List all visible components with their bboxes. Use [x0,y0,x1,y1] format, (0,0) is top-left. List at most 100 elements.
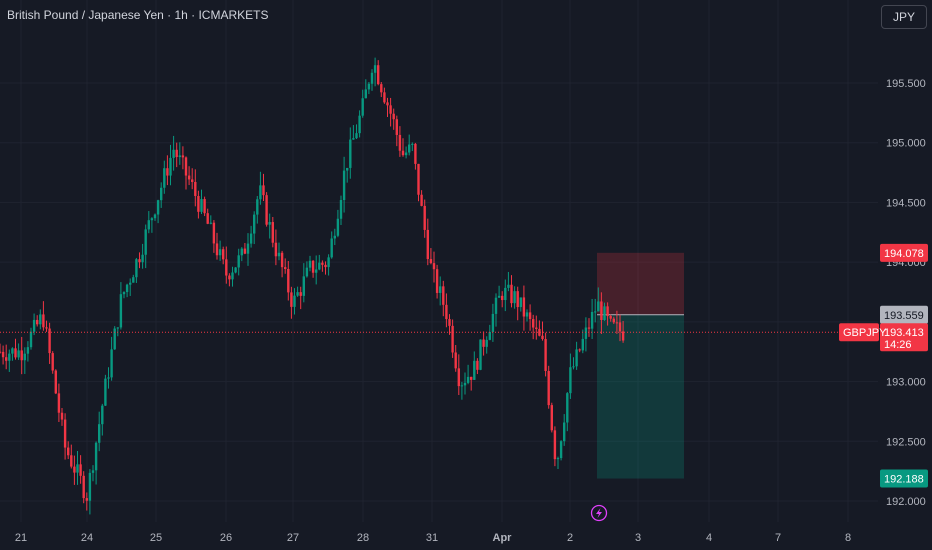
candle-body [265,195,268,225]
candle-body [367,83,371,90]
candle-body [184,157,188,176]
candle-body [48,328,51,354]
candle-body [370,72,374,84]
candle-body [519,297,522,308]
candle-body [532,319,535,328]
candle-body [147,220,150,230]
price-axis[interactable]: 192.000192.500193.000193.500194.000194.5… [878,0,932,550]
candle-body [125,284,129,293]
candle-body [553,430,557,460]
candle-body [411,143,414,145]
candle-body [82,475,85,499]
candle-body [401,150,405,156]
candle-body [268,222,271,225]
candle-body [14,348,17,358]
candle-body [79,464,82,476]
candle-body [423,205,426,230]
candle-body [507,284,510,288]
candle-body [277,252,281,257]
candle-body [315,269,318,273]
price-tag-stop [880,243,928,262]
current-price-value: 193.413 [884,327,924,339]
candle-body [473,360,476,380]
candle-body [380,84,383,93]
stop-loss-zone[interactable] [597,252,684,315]
candle-body [284,267,287,269]
candle-body [150,218,154,221]
candle-body [426,229,429,260]
lightning-icon[interactable] [590,504,608,522]
candle-body [305,267,309,277]
candle-body [11,348,14,354]
candle-body [181,155,185,158]
candle-body [386,102,389,106]
candle-body [98,424,101,443]
candle-body [618,322,622,332]
candle-body [212,222,216,244]
candle-body [262,185,265,196]
candle-body [132,277,135,283]
candle-body [383,92,386,103]
candle-body [32,319,36,332]
candle-body [600,301,603,321]
candle-body [26,347,30,354]
candle-body [454,352,457,369]
x-tick-label: 21 [15,532,27,544]
candle-body [299,292,302,296]
candle-body [609,316,612,319]
candle-body [578,349,581,351]
candle-body [141,254,144,263]
candle-body [342,170,346,201]
candle-body [414,143,417,164]
candle-body [429,259,433,264]
candle-body [522,297,526,317]
take-profit-zone[interactable] [597,314,684,479]
candle-body [113,328,116,350]
candle-body [249,233,253,244]
candle-body [404,152,408,156]
x-tick-label: 4 [706,532,712,544]
candle-body [39,314,42,325]
candle-body [1,351,5,358]
x-tick-label: Apr [493,532,513,544]
candle-body [318,262,321,270]
candle-body [364,89,367,99]
candle-body [525,312,529,317]
candle-body [256,199,259,215]
candle-body [191,179,194,182]
candle-body [206,213,209,224]
candle-body [88,472,92,501]
candle-body [336,218,340,236]
currency-button[interactable]: JPY [881,5,927,29]
candle-body [23,353,26,361]
candle-body [327,257,330,268]
candle-body [324,264,327,268]
candle-body [513,291,516,304]
candle-body [575,349,578,367]
time-axis[interactable]: 21 24 25 26 27 28 31 Apr 2 3 4 7 8 [0,524,878,550]
candle-body [451,325,454,353]
candle-body [432,263,436,270]
candlesticks [0,57,625,515]
candle-body [215,243,219,256]
candle-body [476,360,479,370]
candle-body [590,311,594,329]
candle-body [352,138,355,140]
candle-body [538,328,541,336]
position-zones[interactable] [597,252,684,479]
candle-body [504,287,507,301]
candle-body [535,327,538,329]
candle-body [271,222,274,243]
candle-body [466,376,470,383]
y-tick-label: 193.000 [886,377,926,389]
candle-body [584,327,588,339]
candle-body [85,498,88,501]
candle-body [234,267,237,273]
candle-body [457,368,460,387]
symbol-tag-label: GBPJPY [843,327,887,339]
candle-body [222,249,225,260]
candle-body [203,199,206,214]
candle-body [494,297,498,314]
candle-body [169,157,172,176]
